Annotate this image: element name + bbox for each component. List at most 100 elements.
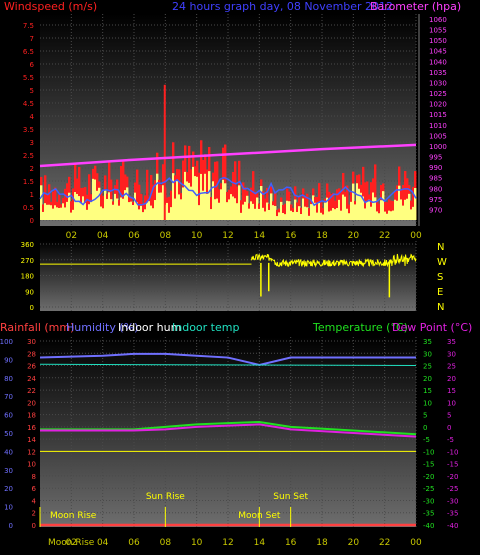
barometer-tick-label: 985 (429, 175, 442, 183)
wind-gust-bar (144, 195, 147, 220)
wind-speed-bar (274, 205, 277, 220)
wind-speed-bar (200, 173, 203, 220)
bottom-time-tick-label: 04 (97, 538, 109, 548)
wind-gust-bar (376, 201, 379, 220)
wind-speed-bar (198, 205, 201, 220)
wind-gust-bar (320, 202, 323, 220)
bottom-time-tick-label: 16 (285, 538, 297, 548)
wind-speed-bar (122, 198, 125, 220)
time-tick-label: 02 (66, 231, 77, 241)
wind-speed-bar (168, 212, 171, 220)
wind-speed-bar (358, 188, 361, 220)
wind-speed-bar (214, 199, 217, 220)
wind-speed-bar (336, 208, 339, 220)
wind-speed-bar (176, 180, 179, 220)
wind-speed-bar (384, 211, 387, 220)
wind-speed-bar (42, 211, 45, 220)
barometer-tick-label: 975 (429, 196, 442, 204)
wind-speed-bar (370, 206, 373, 220)
wind-speed-bar (398, 185, 401, 220)
barometer-tick-label: 1040 (429, 58, 447, 66)
wind-tick-label: 0.5 (23, 204, 34, 212)
wind-speed-bar (96, 190, 99, 220)
wind-speed-bar (348, 213, 351, 220)
wind-speed-bar (314, 202, 317, 220)
wind-speed-bar (182, 187, 185, 220)
barometer-tick-label: 995 (429, 154, 442, 162)
wind-speed-bar (82, 196, 85, 220)
dewpoint-tick-label: 25 (447, 363, 456, 371)
rain-tick-label: 24 (27, 375, 36, 383)
time-tick-label: 06 (128, 231, 140, 241)
wind-gust-bar (282, 204, 285, 220)
wind-speed-bar (296, 211, 299, 220)
bottom-axis-moon-label: Moon Rise (48, 538, 95, 548)
wind-speed-bar (52, 208, 55, 220)
wind-gust-bar (64, 188, 67, 220)
wind-speed-bar (332, 208, 335, 220)
wind-speed-bar (158, 192, 161, 220)
wind-gust-bar (88, 174, 91, 220)
wind-speed-bar (196, 176, 199, 220)
wind-speed-bar (280, 201, 283, 220)
wind-speed-bar (330, 210, 333, 220)
wind-speed-bar (246, 195, 249, 220)
wind-speed-bar (202, 190, 205, 220)
dewpoint-tick-label: -30 (447, 497, 458, 505)
wind-gust-bar (44, 175, 47, 220)
time-tick-label: 00 (410, 231, 422, 241)
wind-tick-label: 6 (30, 61, 35, 69)
wind-gust-bar (254, 191, 257, 220)
barometer-tick-label: 1050 (429, 37, 447, 45)
wind-gust-bar (138, 184, 141, 220)
wind-gust-bar (316, 196, 319, 220)
wind-gust-bar (378, 203, 381, 220)
wind-gust-bar (174, 175, 177, 220)
temperature-line (40, 420, 417, 436)
wind-tick-label: 4.5 (23, 100, 34, 108)
wind-speed-bar (316, 212, 319, 220)
wind-speed-bar (50, 205, 53, 220)
bottom-time-tick-label: 10 (191, 538, 203, 548)
wind-speed-bar (410, 209, 413, 220)
temp-tick-label: 30 (423, 350, 432, 358)
bottom-time-tick-label: 20 (348, 538, 360, 548)
wind-speed-bar (136, 202, 139, 220)
wind-speed-bar (406, 198, 409, 220)
wind-speed-bar (244, 201, 247, 220)
wind-speed-bar (292, 212, 295, 220)
wind-tick-label: 3.5 (23, 126, 34, 134)
wind-gust-bar (308, 208, 311, 220)
wind-speed-bar (124, 190, 127, 220)
wind-speed-bar (286, 200, 289, 220)
event-label: Moon Rise (50, 511, 97, 521)
wind-gust-bar (306, 193, 309, 220)
temp-tick-label: -20 (423, 473, 434, 481)
wind-speed-bar (48, 204, 51, 220)
wind-gust-bar (216, 161, 219, 220)
wind-gust-bar (240, 200, 243, 220)
wind-speed-bar (276, 216, 279, 220)
temp-tick-label: -30 (423, 497, 434, 505)
bottom-time-tick-label: 18 (316, 538, 328, 548)
wind-tick-label: 0 (30, 217, 34, 225)
wind-speed-bar (148, 201, 151, 220)
wind-speed-bar (212, 181, 215, 220)
rain-tick-label: 8 (32, 473, 36, 481)
wind-speed-bar (174, 198, 177, 220)
wind-gust-bar (264, 198, 267, 220)
wind-speed-bar (376, 211, 379, 220)
humidity-tick-label: 80 (4, 375, 13, 383)
humidity-tick-label: 100 (0, 338, 13, 346)
time-tick-label: 10 (191, 231, 203, 241)
chart-title: 24 hours graph day, 08 November 2012 (172, 0, 393, 13)
wind-speed-bar (78, 196, 81, 220)
dewpoint-tick-label: 30 (447, 350, 456, 358)
wind-tick-label: 6.5 (23, 48, 34, 56)
wind-speed-bar (252, 203, 255, 220)
wind-speed-bar (54, 205, 57, 220)
wind-gust-bar (322, 208, 325, 220)
temp-tick-label: 35 (423, 338, 432, 346)
wind-tick-label: 7 (30, 35, 34, 43)
wind-gust-bar (52, 191, 55, 220)
